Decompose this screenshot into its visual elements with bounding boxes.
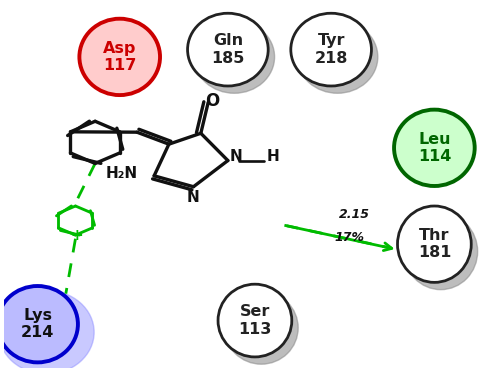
Text: Asp
117: Asp 117 [103, 41, 136, 73]
Text: Thr
181: Thr 181 [418, 228, 451, 260]
Ellipse shape [398, 206, 471, 282]
Text: Ser
113: Ser 113 [238, 304, 272, 337]
Text: N: N [230, 149, 242, 164]
Text: +: + [70, 228, 83, 243]
Ellipse shape [188, 13, 268, 86]
Text: O: O [205, 92, 220, 109]
Text: N: N [187, 190, 200, 205]
Text: Tyr
218: Tyr 218 [314, 33, 348, 66]
Text: H₂N: H₂N [106, 167, 138, 182]
Ellipse shape [218, 284, 292, 357]
Text: Gln
185: Gln 185 [211, 33, 244, 66]
Text: Lys
214: Lys 214 [21, 308, 54, 340]
Text: Leu
114: Leu 114 [418, 132, 451, 164]
Text: 17%: 17% [334, 231, 364, 244]
Ellipse shape [0, 286, 78, 362]
Ellipse shape [297, 20, 378, 93]
Ellipse shape [0, 291, 94, 372]
Ellipse shape [224, 292, 298, 364]
Text: 2.15: 2.15 [338, 208, 370, 221]
Ellipse shape [291, 13, 372, 86]
Ellipse shape [404, 213, 477, 290]
Ellipse shape [394, 110, 474, 186]
Text: H: H [266, 150, 280, 164]
Ellipse shape [80, 19, 160, 95]
Ellipse shape [194, 20, 274, 93]
